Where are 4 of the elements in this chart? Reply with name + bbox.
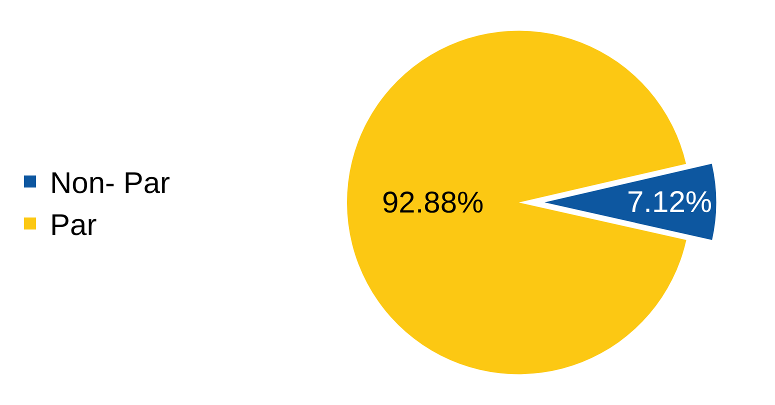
legend-label: Non- Par <box>50 167 170 200</box>
data-label: 7.12% <box>626 186 712 219</box>
data-label: 92.88% <box>382 186 484 220</box>
legend-label: Par <box>50 209 97 242</box>
